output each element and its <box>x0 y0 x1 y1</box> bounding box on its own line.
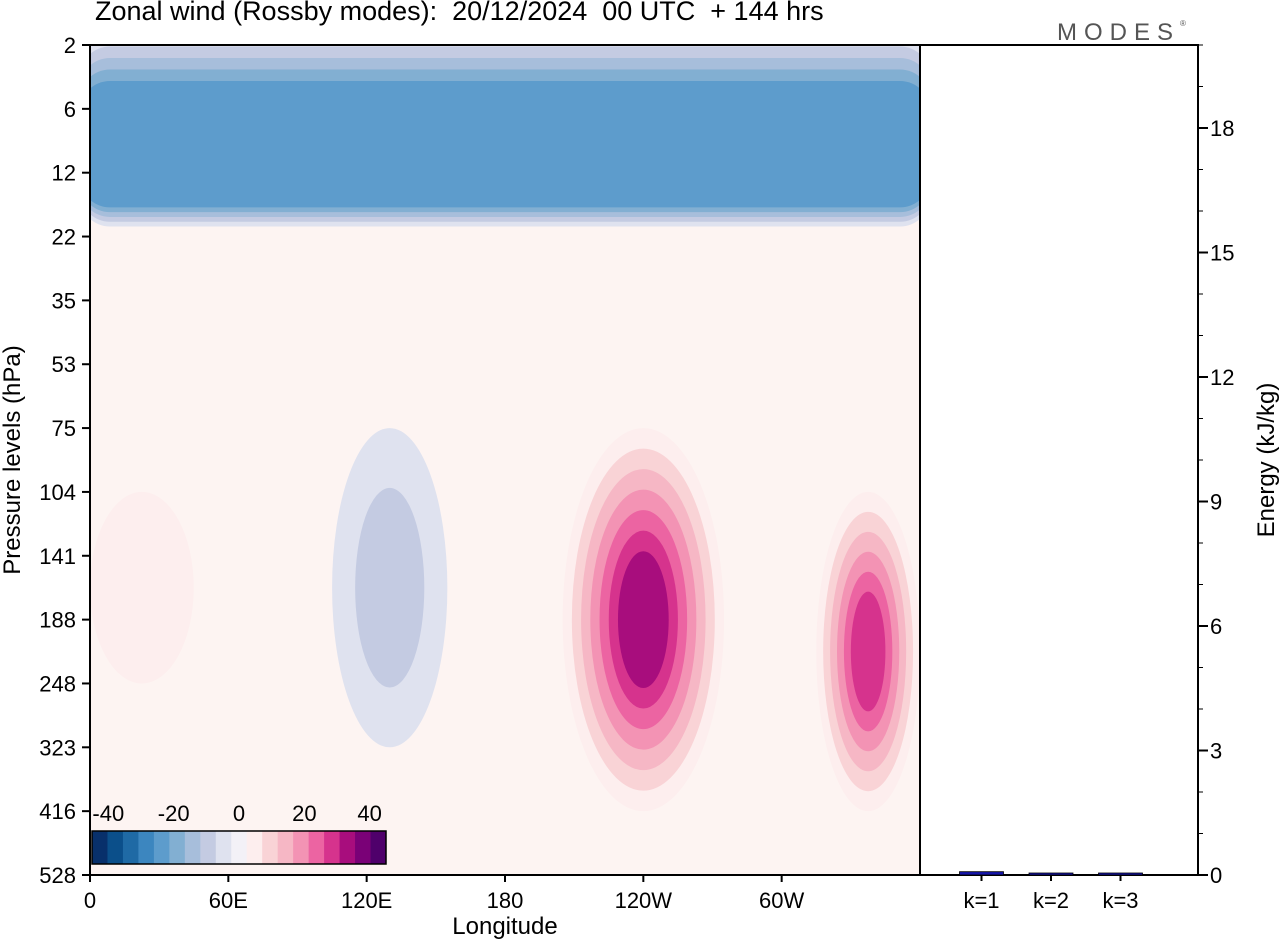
energy-tick-label: 12 <box>1210 365 1234 390</box>
energy-tick-label: 9 <box>1210 490 1222 515</box>
y-tick-label: 12 <box>52 161 76 186</box>
energy-axis-ticks: 0 3 6 9 12 15 18 <box>1198 44 1234 888</box>
y-tick-label: 35 <box>52 288 76 313</box>
y-tick-label: 416 <box>39 799 76 824</box>
colorbar-swatch <box>277 831 294 864</box>
y-tick-label: 141 <box>39 544 76 569</box>
y-tick-label: 6 <box>64 97 76 122</box>
y-tick-label: 75 <box>52 416 76 441</box>
colorbar-swatch <box>169 831 186 864</box>
energy-axis-title: Energy (kJ/kg) <box>1253 383 1280 538</box>
x-tick-label: 120E <box>341 888 392 913</box>
colorbar-swatch <box>138 831 155 864</box>
colorbar-swatch <box>262 831 279 864</box>
y-tick-label: 2 <box>64 33 76 58</box>
colorbar-swatch <box>153 831 170 864</box>
modes-logo: MODES® <box>1057 19 1186 47</box>
contour-level <box>850 591 886 712</box>
colorbar-swatch <box>370 831 387 864</box>
bar-category-label: k=3 <box>1102 888 1138 913</box>
colorbar-tick-label: 20 <box>292 801 316 826</box>
brand-mark: ® <box>1180 19 1186 28</box>
colorbar-frame <box>91 830 387 865</box>
colorbar-swatch <box>231 831 248 864</box>
colorbar-swatch <box>246 831 263 864</box>
energy-tick-label: 15 <box>1210 241 1234 266</box>
colorbar-swatch <box>92 831 108 864</box>
contour-level <box>90 491 194 684</box>
x-tick-label: 180 <box>487 888 524 913</box>
energy-tick-label: 0 <box>1210 863 1222 888</box>
colorbar-swatch <box>184 831 201 864</box>
bar-category-label: k=1 <box>963 888 999 913</box>
colorbar-swatch <box>107 831 124 864</box>
colorbar-swatch <box>200 831 217 864</box>
colorbar-tick-label: -20 <box>158 801 190 826</box>
contour-level <box>617 551 669 689</box>
colorbar-swatch <box>215 831 232 864</box>
energy-tick-label: 6 <box>1210 614 1222 639</box>
colorbar-tick-label: 40 <box>357 801 381 826</box>
x-tick-label: 120W <box>615 888 673 913</box>
y-tick-label: 188 <box>39 608 76 633</box>
colorbar: -40 -20 0 20 40 <box>91 801 387 865</box>
contour-field <box>90 45 920 812</box>
energy-bar <box>959 871 1004 876</box>
colorbar-tick-label: -40 <box>92 801 124 826</box>
colorbar-swatch <box>122 831 139 864</box>
y-tick-label: 528 <box>39 863 76 888</box>
y-tick-label: 22 <box>52 225 76 250</box>
colorbar-swatch <box>355 831 372 864</box>
pressure-axis-ticks: 2 6 12 22 35 53 75 104 141 188 248 323 416 528 <box>39 33 90 888</box>
chart-title: Zonal wind (Rossby modes): 20/12/2024 00… <box>95 0 824 26</box>
energy-bar <box>1098 872 1143 876</box>
colorbar-swatch <box>308 831 325 864</box>
x-tick-label: 60W <box>759 888 804 913</box>
energy-bar <box>1028 872 1074 876</box>
colorbar-tick-label: 0 <box>233 801 245 826</box>
colorbar-swatch <box>324 831 341 864</box>
y-tick-label: 104 <box>39 480 76 505</box>
x-tick-label: 0 <box>84 888 96 913</box>
energy-panel-frame <box>919 44 1199 876</box>
colorbar-swatch <box>339 831 356 864</box>
contour-level <box>355 487 425 688</box>
energy-bars: k=1 k=2 k=3 <box>959 871 1143 913</box>
y-tick-label: 53 <box>52 352 76 377</box>
colorbar-swatch <box>293 831 310 864</box>
y-tick-label: 323 <box>39 735 76 760</box>
x-axis-title: Longitude <box>452 913 557 940</box>
y-axis-title: Pressure levels (hPa) <box>0 345 26 574</box>
energy-tick-label: 18 <box>1210 116 1234 141</box>
bar-category-label: k=2 <box>1033 888 1069 913</box>
brand-name: MODES <box>1057 19 1181 46</box>
x-tick-label: 60E <box>209 888 248 913</box>
contour-band <box>90 80 920 208</box>
y-tick-label: 248 <box>39 671 76 696</box>
energy-tick-label: 3 <box>1210 739 1222 764</box>
longitude-axis-ticks: 0 60E 120E 180 120W 60W <box>84 875 805 913</box>
